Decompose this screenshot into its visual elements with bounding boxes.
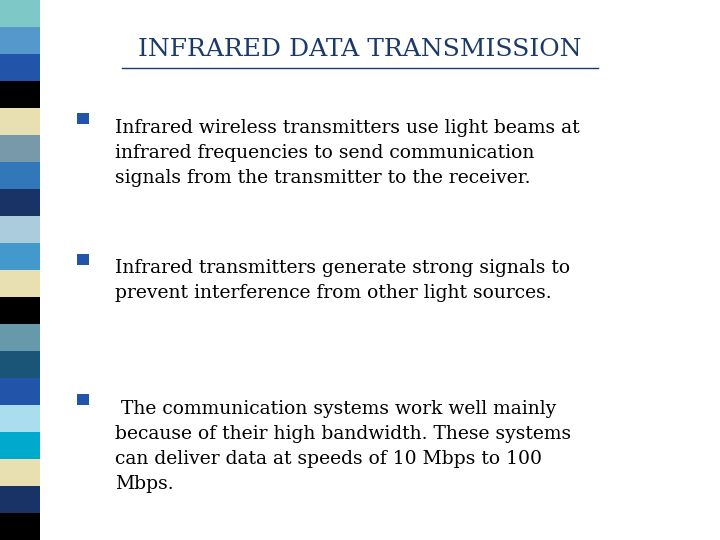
- Bar: [0, 0, 40, 27]
- Bar: [0, 459, 40, 486]
- Bar: [0, 297, 40, 324]
- Bar: [0, 54, 40, 81]
- Bar: [0, 324, 40, 351]
- Bar: [0, 216, 40, 243]
- Bar: [0, 486, 40, 513]
- Bar: [77, 394, 89, 405]
- Text: Infrared transmitters generate strong signals to
prevent interference from other: Infrared transmitters generate strong si…: [115, 259, 570, 302]
- Bar: [0, 513, 40, 540]
- Text: The communication systems work well mainly
because of their high bandwidth. Thes: The communication systems work well main…: [115, 400, 572, 492]
- Text: INFRARED DATA TRANSMISSION: INFRARED DATA TRANSMISSION: [138, 38, 582, 61]
- Bar: [0, 378, 40, 405]
- Bar: [0, 405, 40, 432]
- Bar: [0, 243, 40, 270]
- Bar: [0, 81, 40, 108]
- Bar: [0, 351, 40, 378]
- Bar: [0, 135, 40, 162]
- Text: Infrared wireless transmitters use light beams at
infrared frequencies to send c: Infrared wireless transmitters use light…: [115, 119, 580, 187]
- Bar: [77, 254, 89, 265]
- Bar: [0, 270, 40, 297]
- Bar: [0, 27, 40, 54]
- Bar: [0, 189, 40, 216]
- Bar: [77, 113, 89, 124]
- Bar: [0, 432, 40, 459]
- Bar: [0, 162, 40, 189]
- Bar: [0, 108, 40, 135]
